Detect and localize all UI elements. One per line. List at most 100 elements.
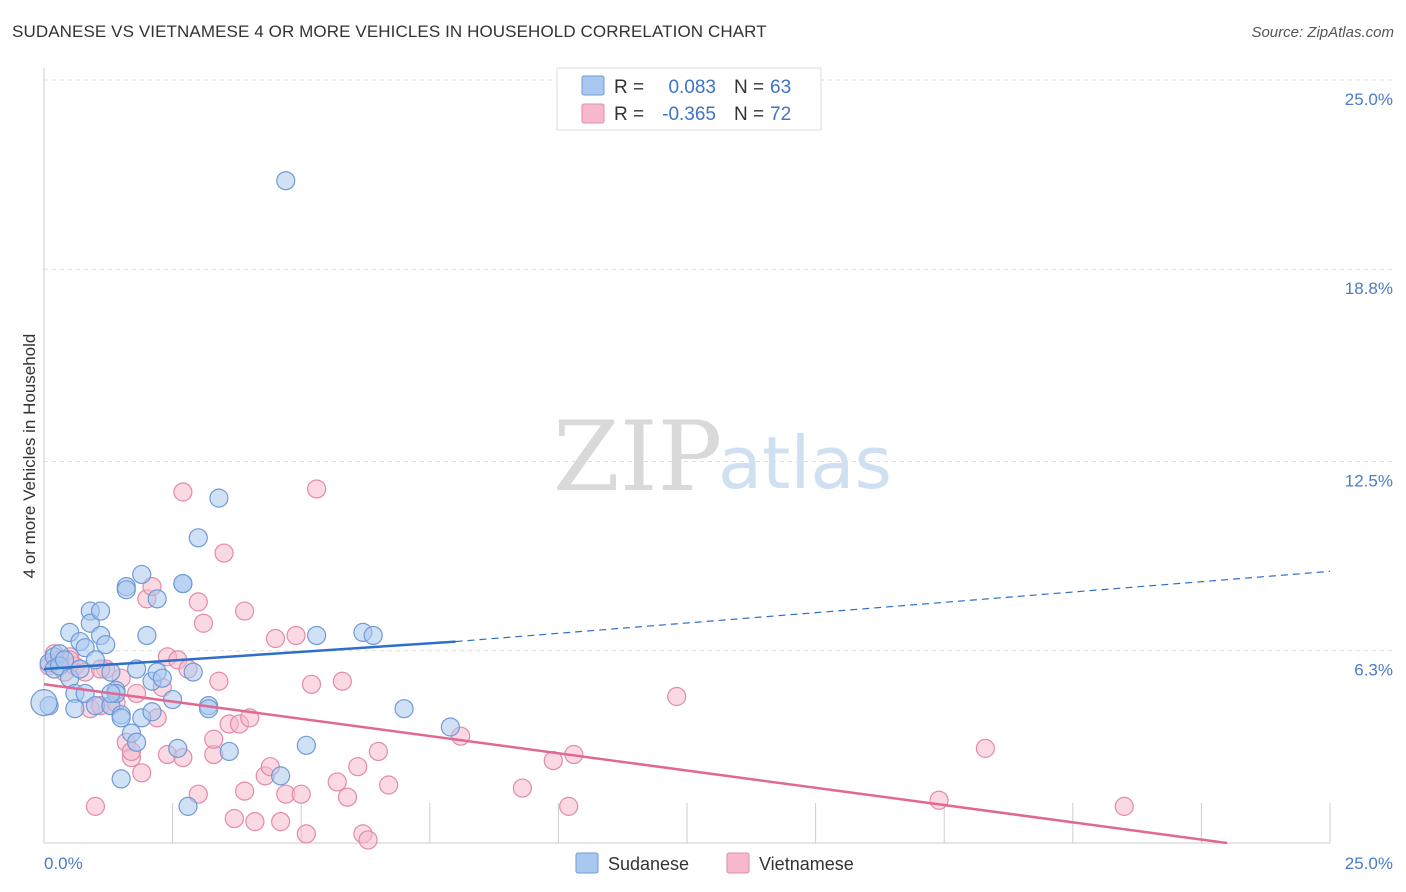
grid-lines bbox=[44, 79, 1395, 652]
y-tick-labels: 6.3% 12.5% 18.8% 25.0% bbox=[1345, 90, 1393, 680]
sudanese-point-56 bbox=[307, 625, 327, 646]
trend-lines bbox=[43, 570, 1331, 845]
sudanese-point-58 bbox=[363, 625, 383, 646]
sudanese-point-53 bbox=[271, 766, 291, 786]
sudanese-point-45 bbox=[173, 573, 193, 594]
vietnamese-point-59 bbox=[368, 741, 388, 762]
vietnamese-point-39 bbox=[235, 601, 255, 621]
vietnamese-point-35 bbox=[214, 543, 234, 563]
vietnamese-point-49 bbox=[291, 784, 311, 804]
vietnamese-point-54 bbox=[332, 671, 352, 691]
vietnamese-point-48 bbox=[286, 625, 306, 646]
y-tick-label-1: 12.5% bbox=[1345, 472, 1393, 491]
legend-r-value-sudanese: 0.083 bbox=[668, 77, 716, 98]
sudanese-point-36 bbox=[137, 625, 157, 646]
vietnamese-point-33 bbox=[204, 729, 224, 749]
sudanese-point-33 bbox=[126, 659, 147, 679]
vietnamese-point-58 bbox=[358, 830, 378, 850]
sudanese-point-47 bbox=[183, 662, 203, 682]
sudanese-point-22 bbox=[101, 662, 121, 682]
vietnamese-point-66 bbox=[667, 686, 687, 707]
sudanese-point-16 bbox=[80, 613, 100, 633]
sudanese-point-46 bbox=[178, 796, 198, 816]
bottom-legend: Sudanese Vietnamese bbox=[575, 852, 854, 874]
vietnamese-point-27 bbox=[173, 482, 193, 502]
vietnamese-point-56 bbox=[348, 757, 368, 777]
vietnamese-point-51 bbox=[301, 674, 322, 694]
sudanese-trend-line bbox=[43, 640, 456, 671]
legend-n-value-sudanese: 63 bbox=[770, 77, 791, 98]
vietnamese-point-29 bbox=[188, 784, 208, 804]
vietnamese-point-53 bbox=[327, 772, 347, 792]
legend-swatch-vietnamese bbox=[581, 103, 605, 124]
sudanese-point-61 bbox=[30, 689, 58, 717]
legend-r-label-vietnamese: R = bbox=[614, 104, 644, 125]
sudanese-point-14 bbox=[75, 638, 95, 658]
sudanese-point-28 bbox=[111, 769, 131, 789]
chart-title: SUDANESE VS VIETNAMESE 4 OR MORE VEHICLE… bbox=[12, 22, 767, 41]
sudanese-point-52 bbox=[219, 741, 239, 762]
vietnamese-point-8 bbox=[85, 796, 106, 816]
sudanese-point-27 bbox=[111, 708, 131, 728]
legend-r-label-sudanese: R = bbox=[614, 77, 644, 98]
vietnamese-point-62 bbox=[512, 778, 532, 798]
vietnamese-point-17 bbox=[126, 683, 147, 704]
sudanese-point-59 bbox=[394, 699, 414, 719]
sudanese-point-51 bbox=[209, 488, 229, 508]
legend-n-label-sudanese: N = bbox=[734, 77, 764, 98]
vietnamese-point-69 bbox=[1114, 796, 1134, 816]
vietnamese-point-30 bbox=[188, 592, 208, 612]
bottom-legend-label-vietnamese: Vietnamese bbox=[759, 854, 854, 874]
sudanese-point-40 bbox=[147, 589, 167, 609]
sudanese-point-54 bbox=[276, 171, 296, 191]
y-tick-label-3: 25.0% bbox=[1345, 90, 1393, 109]
sudanese-point-21 bbox=[96, 635, 116, 655]
sudanese-trend-line-extension bbox=[455, 570, 1331, 643]
vietnamese-point-64 bbox=[559, 796, 579, 816]
sudanese-point-55 bbox=[296, 735, 316, 755]
watermark: ZIP atlas bbox=[553, 401, 892, 513]
vietnamese-point-50 bbox=[296, 824, 316, 844]
vietnamese-point-42 bbox=[245, 812, 265, 832]
sudanese-point-50 bbox=[199, 699, 219, 719]
sudanese-point-35 bbox=[132, 564, 152, 585]
chart-source: Source: ZipAtlas.com bbox=[1251, 24, 1394, 41]
watermark-atlas: atlas bbox=[718, 421, 892, 505]
x-tick-label-max: 25.0% bbox=[1345, 854, 1393, 873]
y-tick-label-2: 18.8% bbox=[1345, 279, 1393, 298]
legend-r-value-vietnamese: -0.365 bbox=[662, 104, 716, 125]
vietnamese-point-45 bbox=[265, 628, 286, 649]
legend-n-value-vietnamese: 72 bbox=[770, 104, 791, 125]
vietnamese-point-55 bbox=[337, 787, 358, 807]
sudanese-point-12 bbox=[70, 659, 90, 679]
y-tick-label-0: 6.3% bbox=[1354, 661, 1393, 680]
watermark-zip: ZIP bbox=[553, 401, 722, 513]
y-axis-label: 4 or more Vehicles in Household bbox=[20, 334, 39, 579]
vietnamese-point-40 bbox=[235, 781, 255, 801]
legend-n-label-vietnamese: N = bbox=[734, 104, 764, 125]
vietnamese-point-46 bbox=[271, 812, 291, 832]
bottom-legend-swatch-vietnamese bbox=[726, 852, 750, 874]
axes bbox=[43, 68, 1331, 844]
bottom-legend-swatch-sudanese bbox=[575, 852, 599, 874]
vietnamese-point-18 bbox=[132, 763, 152, 783]
bottom-legend-label-sudanese: Sudanese bbox=[608, 854, 689, 874]
vietnamese-point-34 bbox=[209, 671, 229, 691]
sudanese-point-10 bbox=[65, 699, 85, 719]
sudanese-point-19 bbox=[90, 601, 111, 621]
vietnamese-point-68 bbox=[975, 738, 995, 758]
vietnamese-point-67 bbox=[929, 790, 949, 810]
vietnamese-point-31 bbox=[193, 613, 214, 633]
sudanese-point-60 bbox=[440, 717, 460, 737]
sudanese-point-48 bbox=[188, 528, 208, 548]
vietnamese-point-37 bbox=[224, 808, 244, 829]
sudanese-point-41 bbox=[152, 668, 172, 688]
vietnamese-point-52 bbox=[307, 479, 327, 499]
sudanese-point-30 bbox=[116, 580, 136, 600]
sudanese-point-43 bbox=[168, 738, 188, 758]
vietnamese-trend-line bbox=[43, 683, 1228, 845]
vietnamese-point-60 bbox=[379, 775, 399, 795]
sudanese-point-37 bbox=[142, 702, 162, 722]
x-tick-label-min: 0.0% bbox=[44, 854, 83, 873]
